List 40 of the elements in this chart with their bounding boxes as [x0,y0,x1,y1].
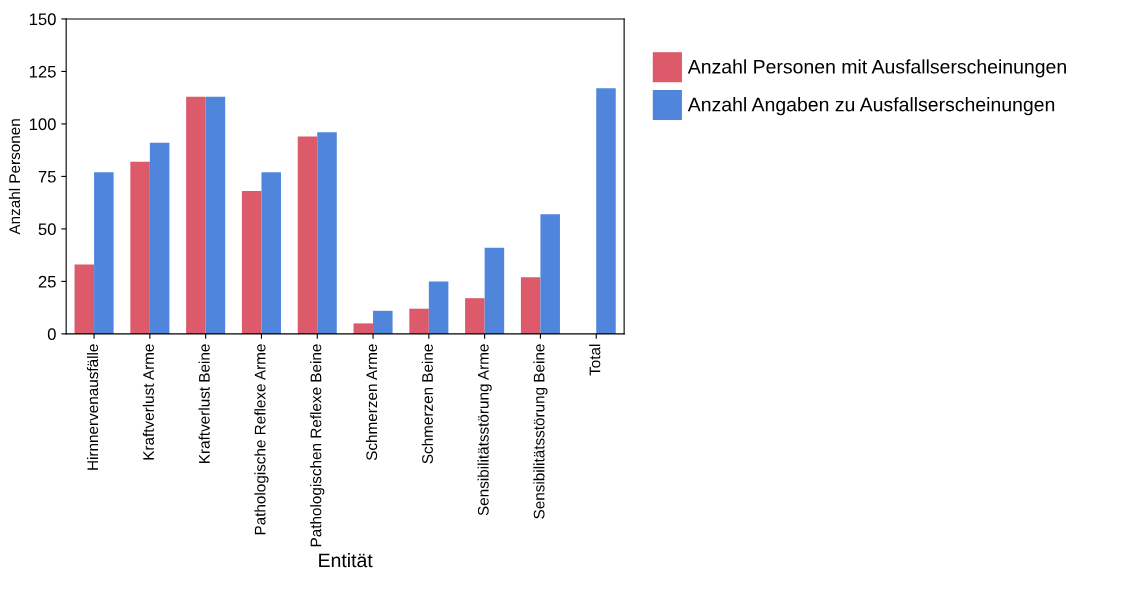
bar [465,298,485,334]
y-axis-title: Anzahl Personen [8,119,21,235]
bar [149,142,170,334]
bar [241,191,262,334]
bar [205,96,226,334]
x-tick-label: Sensibilitätsstörung Arme [477,344,492,516]
bar [409,308,429,334]
bar [540,214,560,334]
bar [428,281,449,334]
bar [186,96,206,334]
y-tick-label: 75 [38,170,56,183]
bar [520,277,541,334]
y-tick-label: 0 [47,328,56,341]
bar [353,323,374,334]
y-tick-label: 25 [38,275,56,288]
bar [373,310,393,334]
x-tick-label: Sensibilitätsstörung Beine [533,344,548,519]
x-tick-label: Schmerzen Beine [421,344,433,464]
bar [317,132,337,334]
bar [94,172,114,334]
x-tick-label: Total [589,344,601,376]
legend-label: Anzahl Angaben zu Ausfallserscheinungen [687,97,1055,116]
x-tick-label: Hirnnervenausfälle [86,344,99,470]
bar [596,88,616,334]
bar [297,136,318,334]
y-tick-label: 125 [29,65,56,78]
bar [484,247,505,334]
x-tick-label: Schmerzen Arme [365,344,378,461]
bar [130,161,150,334]
x-axis-title: Entität [319,553,373,568]
x-tick-label: Pathologischen Reflexe Beine [310,344,325,547]
y-tick-label: 150 [29,13,56,26]
x-tick-label: Kraftverlust Beine [198,344,210,463]
bar [261,172,281,334]
y-tick-label: 50 [38,223,56,236]
bar [74,264,95,334]
legend-label: Anzahl Personen mit Ausfallserscheinungen [687,59,1066,78]
x-tick-label: Kraftverlust Arme [142,344,154,460]
x-tick-label: Pathologische Reflexe Arme [254,344,269,535]
y-tick-label: 100 [29,118,56,131]
